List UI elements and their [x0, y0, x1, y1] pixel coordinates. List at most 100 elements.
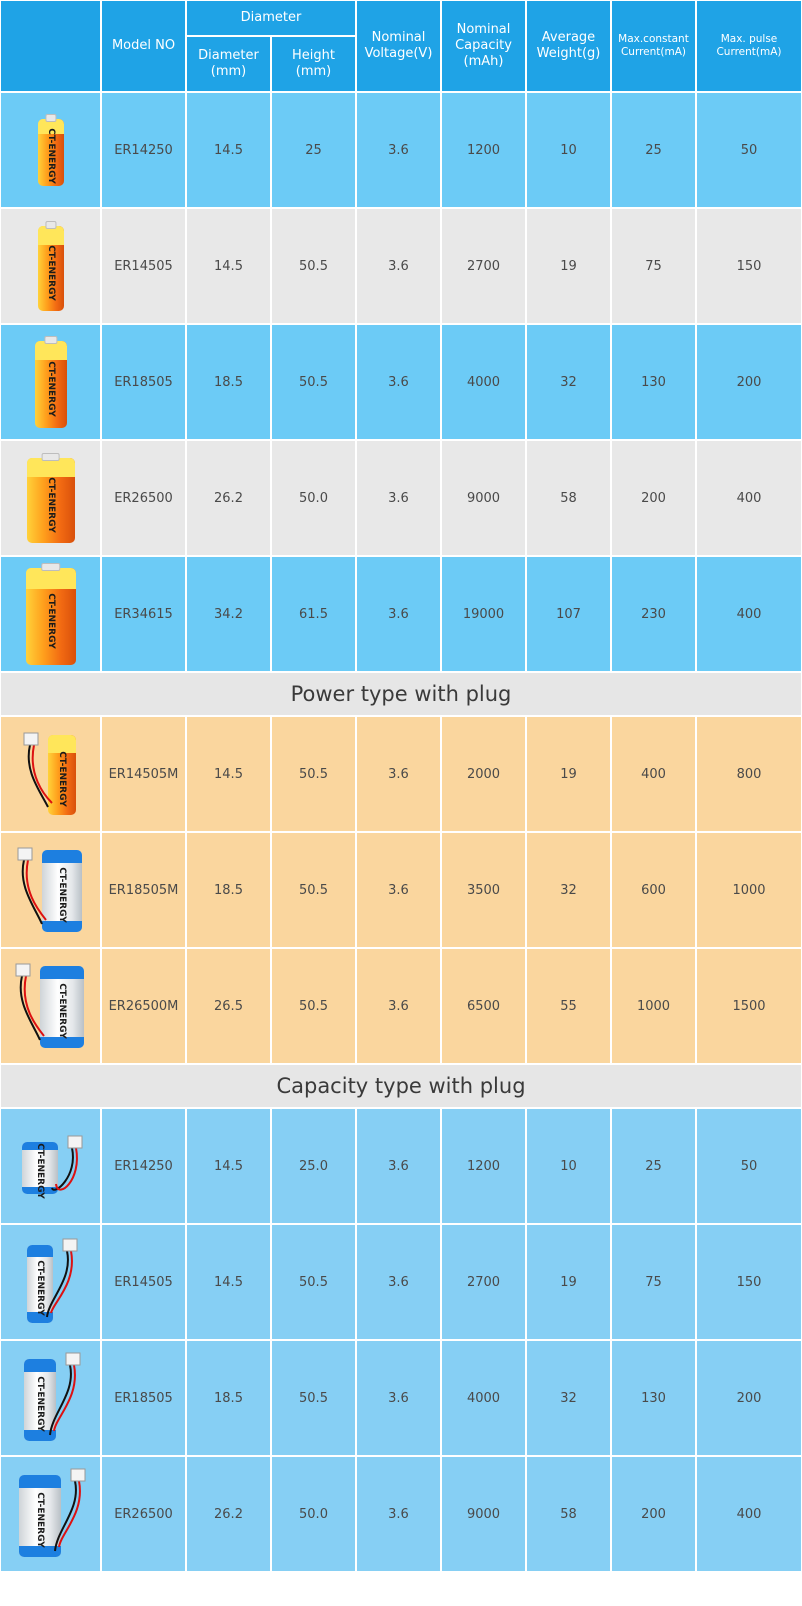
cell-max-pulse-value: 1500 — [732, 998, 766, 1014]
cell-max-pulse-value: 200 — [736, 374, 762, 390]
cell-height-value: 50.5 — [299, 258, 328, 274]
cell-model: ER18505 — [102, 325, 185, 439]
cell-max-pulse: 150 — [697, 209, 801, 323]
cell-voltage-value: 3.6 — [388, 606, 409, 622]
cell-max-pulse: 1500 — [697, 949, 801, 1063]
header-max-pulse: Max. pulse Current(mA) — [697, 1, 801, 91]
cell-diameter-value: 26.2 — [214, 1506, 243, 1522]
cell-voltage-value: 3.6 — [388, 1390, 409, 1406]
cell-model-value: ER14250 — [114, 142, 173, 158]
cell-capacity-value: 1200 — [466, 142, 501, 158]
cell-height-value: 25.0 — [299, 1158, 328, 1174]
cell-voltage: 3.6 — [357, 209, 440, 323]
cell-max-constant: 130 — [612, 325, 695, 439]
cell-max-constant-value: 230 — [641, 606, 666, 622]
cell-capacity: 9000 — [442, 441, 525, 555]
cell-diameter-value: 18.5 — [214, 374, 243, 390]
cell-model: ER26500 — [102, 441, 185, 555]
plug-wire-icon — [45, 1238, 77, 1318]
cell-model: ER14250 — [102, 93, 185, 207]
table-row-image: CT-ENERGY — [1, 833, 100, 947]
header-capacity-label: Nominal Capacity (mAh) — [455, 22, 512, 69]
cell-max-pulse-value: 400 — [736, 606, 762, 622]
cell-capacity: 3500 — [442, 833, 525, 947]
cell-height-value: 50.5 — [299, 1274, 328, 1290]
cell-weight: 19 — [527, 209, 610, 323]
cell-max-pulse-value: 150 — [736, 1274, 762, 1290]
cell-weight: 58 — [527, 1457, 610, 1571]
header-voltage: Nominal Voltage(V) — [357, 1, 440, 91]
cell-capacity-value: 1200 — [466, 1158, 501, 1174]
table-row-image: CT-ENERGY — [1, 1225, 100, 1339]
cell-voltage: 3.6 — [357, 833, 440, 947]
cell-voltage-value: 3.6 — [388, 998, 409, 1014]
cell-weight-value: 10 — [560, 1158, 577, 1174]
plug-wire-icon — [50, 1135, 82, 1191]
cell-max-constant-value: 25 — [645, 1158, 662, 1174]
cell-max-constant-value: 600 — [641, 882, 666, 898]
cell-voltage: 3.6 — [357, 1109, 440, 1223]
table-row-image: CT-ENERGY — [1, 1341, 100, 1455]
cell-max-constant: 600 — [612, 833, 695, 947]
table-row-image: CT-ENERGY — [1, 93, 100, 207]
cell-diameter: 18.5 — [187, 325, 270, 439]
table-row-image: CT-ENERGY — [1, 209, 100, 323]
section-title: Power type with plug — [1, 673, 801, 715]
cell-voltage: 3.6 — [357, 93, 440, 207]
cell-voltage: 3.6 — [357, 325, 440, 439]
cell-height-value: 50.0 — [299, 1506, 328, 1522]
cell-max-pulse-value: 1000 — [732, 882, 766, 898]
header-max-constant: Max.constant Current(mA) — [612, 1, 695, 91]
battery-brand-mark: CT-ENERGY — [45, 361, 56, 417]
header-image-cell — [1, 1, 100, 91]
cell-model-value: ER26500M — [108, 998, 179, 1014]
cell-height: 50.0 — [272, 441, 355, 555]
cell-voltage: 3.6 — [357, 1457, 440, 1571]
battery-brand-mark: CT-ENERGY — [45, 244, 56, 301]
cell-diameter-value: 26.2 — [214, 490, 243, 506]
cell-capacity: 19000 — [442, 557, 525, 671]
header-model-label: Model NO — [111, 38, 176, 53]
plug-wire-icon — [17, 847, 47, 925]
cell-diameter: 14.5 — [187, 717, 270, 831]
cell-voltage: 3.6 — [357, 717, 440, 831]
cell-voltage: 3.6 — [357, 1225, 440, 1339]
cell-model: ER14505M — [102, 717, 185, 831]
cell-voltage-value: 3.6 — [388, 374, 409, 390]
battery-image: CT-ENERGY — [18, 1135, 84, 1198]
cell-diameter: 18.5 — [187, 833, 270, 947]
cell-weight-value: 107 — [556, 606, 581, 622]
cell-capacity: 1200 — [442, 93, 525, 207]
battery-image: CT-ENERGY — [20, 1352, 82, 1443]
cell-model: ER18505M — [102, 833, 185, 947]
cell-max-constant: 200 — [612, 1457, 695, 1571]
cell-diameter: 26.2 — [187, 441, 270, 555]
cell-diameter: 14.5 — [187, 209, 270, 323]
header-weight-label: Average Weight(g) — [536, 30, 601, 61]
cell-height-value: 50.5 — [299, 998, 328, 1014]
cell-model-value: ER26500 — [114, 1506, 173, 1522]
cell-max-constant-value: 200 — [641, 490, 666, 506]
battery-brand-mark: CT-ENERGY — [45, 128, 56, 184]
table-row-image: CT-ENERGY — [1, 1109, 100, 1223]
cell-voltage: 3.6 — [357, 557, 440, 671]
cell-max-constant-value: 25 — [645, 142, 662, 158]
cell-weight-value: 32 — [560, 374, 577, 390]
plug-wire-icon — [15, 963, 45, 1041]
header-voltage-label: Nominal Voltage(V) — [364, 30, 433, 61]
cell-max-constant: 400 — [612, 717, 695, 831]
cell-weight-value: 10 — [560, 142, 577, 158]
cell-capacity: 1200 — [442, 1109, 525, 1223]
cell-diameter-value: 14.5 — [214, 1274, 243, 1290]
header-diameter-group-label: Diameter — [240, 10, 302, 25]
cell-diameter: 26.5 — [187, 949, 270, 1063]
cell-voltage-value: 3.6 — [388, 1158, 409, 1174]
cell-model: ER14505 — [102, 209, 185, 323]
cell-height: 50.5 — [272, 949, 355, 1063]
cell-model-value: ER18505M — [108, 882, 179, 898]
cell-model-value: ER18505 — [114, 374, 173, 390]
cell-max-pulse: 150 — [697, 1225, 801, 1339]
cell-weight-value: 55 — [560, 998, 577, 1014]
cell-max-constant: 75 — [612, 1225, 695, 1339]
